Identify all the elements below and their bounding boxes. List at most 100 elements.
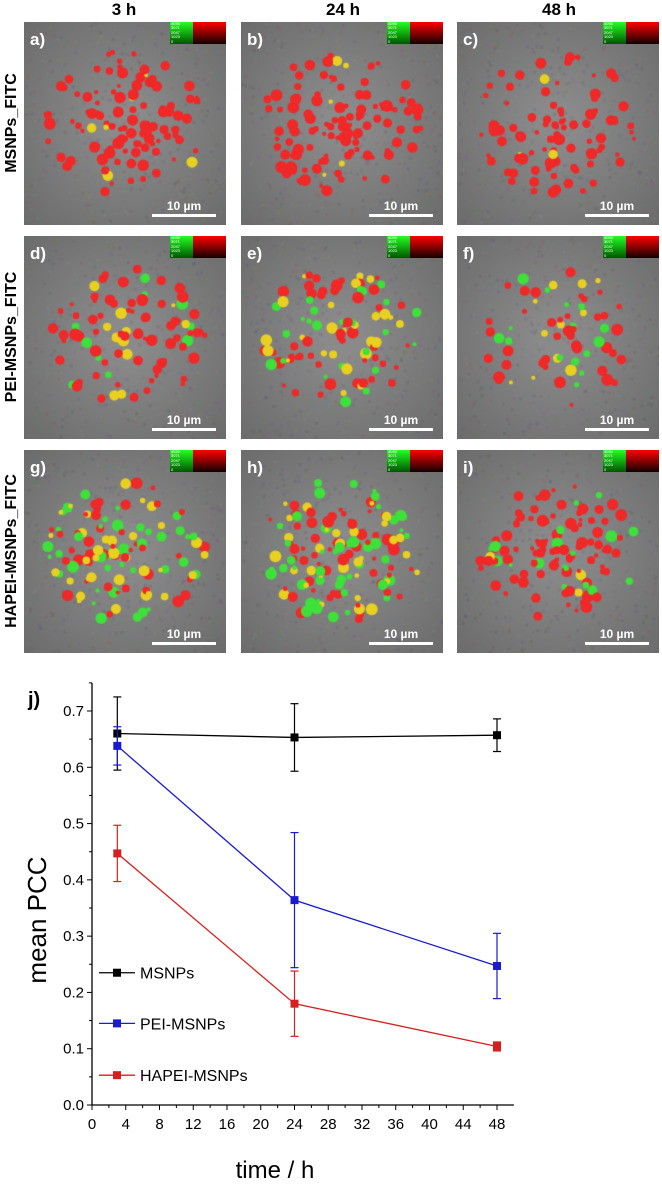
inset-value: 2047 [388,29,397,35]
column-header-3h: 3 h [111,0,137,19]
scale-bar-label: 10 µm [599,413,635,427]
x-tick-label: 48 [489,1116,506,1133]
microscopy-image [24,450,226,653]
data-point [290,999,299,1008]
x-tick-label: 4 [122,1116,130,1133]
legend-marker [113,1071,121,1080]
x-tick-label: 32 [354,1116,371,1133]
microscopy-image [241,236,443,439]
scale-bar: 10 µm [152,627,216,645]
legend-marker [113,1019,121,1028]
inset-value: 0 [171,252,174,258]
intensity-scale-inset: 4095 3071 2047 1023 0 [387,22,443,44]
inset-value: 1023 [604,248,613,254]
panel-letter: c) [463,30,479,49]
y-tick-label: 0.7 [63,703,84,720]
inset-value: 2047 [604,243,613,249]
intensity-scale-inset: 4095 3071 2047 1023 0 [387,450,443,472]
data-point [113,741,122,750]
panel-letter: a) [30,30,46,49]
inset-value: 4095 [604,450,613,454]
intensity-scale-inset: 4095 3071 2047 1023 0 [387,236,443,258]
inset-value: 3071 [604,25,613,31]
y-tick-label: 0.5 [63,816,84,833]
scale-bar: 10 µm [369,199,433,217]
microscopy-panel-h: h) 4095 3071 2047 1023 0 10 µm [241,450,443,653]
y-tick-label: 0.2 [63,984,84,1001]
inset-value: 4095 [388,236,397,240]
x-tick-label: 12 [185,1116,202,1133]
intensity-scale-inset: 4095 3071 2047 1023 0 [170,236,226,258]
x-tick-label: 24 [286,1116,303,1133]
inset-value: 1023 [388,34,397,40]
inset-value: 0 [388,252,391,258]
inset-value: 2047 [171,29,180,35]
scale-bar: 10 µm [369,627,433,645]
microscopy-image [24,236,226,439]
data-point [493,1042,501,1051]
inset-value: 2047 [171,243,180,249]
inset-value: 4095 [604,22,613,26]
x-tick-label: 28 [320,1116,337,1133]
inset-value: 3071 [604,239,613,245]
inset-value: 1023 [171,248,180,254]
y-tick-label: 0.1 [63,1041,84,1058]
microscopy-panel-d: d) 4095 3071 2047 1023 0 10 µm [24,236,226,439]
inset-value: 4095 [171,22,180,26]
scale-bar-label: 10 µm [166,199,202,213]
panel-letter: e) [247,244,263,263]
inset-value: 4095 [171,450,180,454]
x-tick-label: 16 [219,1116,236,1133]
inset-value: 4095 [388,22,397,26]
x-axis-title: time / h [236,1157,315,1184]
intensity-scale-inset: 4095 3071 2047 1023 0 [603,236,659,258]
scale-bar: 10 µm [585,413,649,431]
legend-label: HAPEI-MSNPs [140,1068,248,1085]
inset-value: 1023 [604,462,613,468]
panel-letter: f) [463,244,475,263]
row-label-msnps: MSNPs_FITC [3,73,20,173]
inset-value: 1023 [388,248,397,254]
inset-value: 3071 [171,25,180,31]
x-tick-label: 40 [421,1116,438,1133]
data-point [290,896,299,905]
scale-bar: 10 µm [369,413,433,431]
inset-value: 3071 [171,239,180,245]
panel-letter: b) [247,30,264,49]
inset-value: 0 [604,38,607,44]
scale-bar-label: 10 µm [599,199,635,213]
inset-value: 0 [171,38,174,44]
column-header-48h: 48 h [541,0,577,19]
data-point [290,733,299,742]
microscopy-panel-f: f) 4095 3071 2047 1023 0 10 µm [457,236,659,439]
y-axis-title: mean PCC [22,856,52,983]
microscopy-panel-i: i) 4095 3071 2047 1023 0 10 µm [457,450,659,653]
inset-value: 0 [388,466,391,472]
intensity-scale-inset: 4095 3071 2047 1023 0 [170,450,226,472]
scale-bar-label: 10 µm [383,627,419,641]
series-hapei-msnps: HAPEI-MSNPs [99,824,501,1085]
y-tick-label: 0.6 [63,759,84,776]
microscopy-image [457,22,659,225]
row-label-pei-msnps: PEI-MSNPs_FITC [3,271,20,403]
x-tick-label: 36 [387,1116,404,1133]
intensity-scale-inset: 4095 3071 2047 1023 0 [170,22,226,44]
scale-bar: 10 µm [585,627,649,645]
inset-value: 2047 [171,457,180,463]
intensity-scale-inset: 4095 3071 2047 1023 0 [603,450,659,472]
panel-letter: h) [247,458,264,477]
inset-value: 3071 [388,453,397,459]
scale-bar-label: 10 µm [166,627,202,641]
scale-bar-label: 10 µm [599,627,635,641]
pcc-line-chart: 0 4 8 12 16 20 24 28 32 36 40 44 480.00.10.20.30.40.… [22,682,514,1184]
x-tick-label: 20 [252,1116,269,1133]
inset-value: 4095 [171,236,180,240]
scale-bar: 10 µm [152,199,216,217]
legend-label: PEI-MSNPs [140,1016,225,1033]
scale-bar-label: 10 µm [383,199,419,213]
scale-bar: 10 µm [152,413,216,431]
inset-value: 0 [171,466,174,472]
scale-bar-label: 10 µm [166,413,202,427]
series-msnps: MSNPs [99,696,501,983]
panel-letter: g) [30,458,47,477]
